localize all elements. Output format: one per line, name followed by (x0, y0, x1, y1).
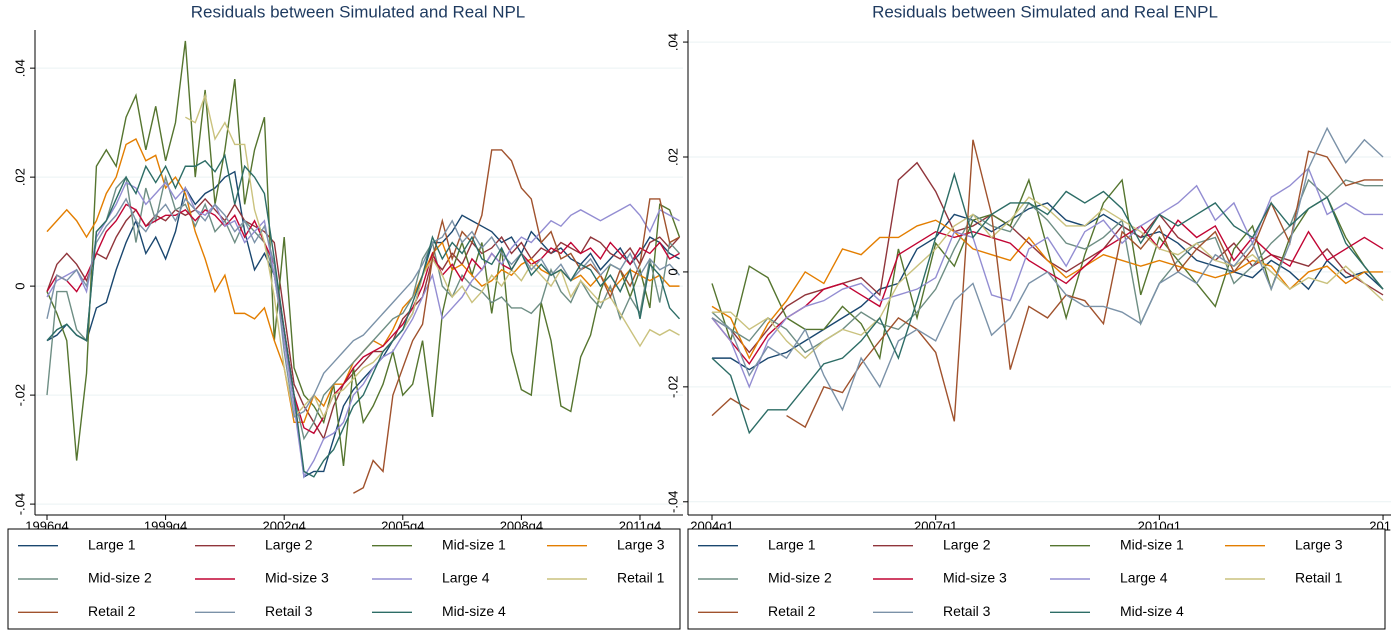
chart-title: Residuals between Simulated and Real NPL (191, 2, 526, 21)
y-tick-label: 0 (12, 283, 27, 290)
series-line (711, 178, 1384, 354)
y-tick-label: .04 (665, 33, 680, 51)
legend-label: Large 4 (442, 570, 490, 586)
y-tick-label: -.02 (665, 376, 680, 398)
series-line (711, 397, 750, 417)
y-tick-label: .02 (665, 148, 680, 166)
series-line (711, 126, 1384, 412)
legend-label: Mid-size 4 (442, 603, 506, 619)
y-tick-label: -.04 (12, 493, 27, 515)
series-line (786, 139, 1384, 429)
legend-label: Large 1 (768, 536, 816, 552)
legend-label: Mid-size 1 (442, 536, 506, 552)
legend-label: Large 4 (1120, 570, 1168, 586)
y-tick-label: -.04 (665, 491, 680, 513)
series-line (353, 149, 680, 494)
y-tick-label: -.02 (12, 384, 27, 406)
legend-label: Mid-size 2 (88, 570, 152, 586)
legend-label: Mid-size 3 (943, 570, 1007, 586)
series-line (711, 167, 1384, 389)
legend-label: Large 2 (265, 536, 313, 552)
series-line (46, 174, 681, 441)
series-line (46, 153, 681, 478)
legend-label: Retail 2 (88, 603, 136, 619)
legend-label: Large 1 (88, 536, 136, 552)
legend-label: Large 3 (617, 536, 665, 552)
series-line (46, 138, 680, 424)
series-line (711, 177, 1384, 361)
legend-label: Mid-size 1 (1120, 536, 1184, 552)
y-tick-label: 0 (665, 268, 680, 275)
series-line (711, 219, 1384, 360)
series-line (711, 171, 1384, 435)
legend-label: Large 3 (1295, 536, 1343, 552)
series-line (712, 196, 1384, 360)
series-line (46, 40, 681, 467)
y-tick-label: .04 (12, 59, 27, 77)
legend-label: Large 2 (943, 536, 991, 552)
series-line (46, 197, 681, 441)
legend-box (687, 528, 1386, 630)
legend-label: Retail 2 (768, 603, 816, 619)
series-line (46, 181, 680, 479)
series-line (46, 197, 681, 419)
legend-label: Mid-size 2 (768, 570, 832, 586)
legend-label: Retail 3 (943, 603, 991, 619)
legend-label: Retail 1 (617, 570, 665, 586)
series-line (46, 170, 680, 478)
legend-label: Mid-size 3 (265, 570, 329, 586)
legend-label: Retail 3 (265, 603, 313, 619)
y-tick-label: .02 (12, 168, 27, 186)
legend-label: Retail 1 (1295, 570, 1343, 586)
legend-label: Mid-size 4 (1120, 603, 1184, 619)
series-line (46, 203, 680, 435)
chart-title: Residuals between Simulated and Real ENP… (872, 2, 1218, 21)
